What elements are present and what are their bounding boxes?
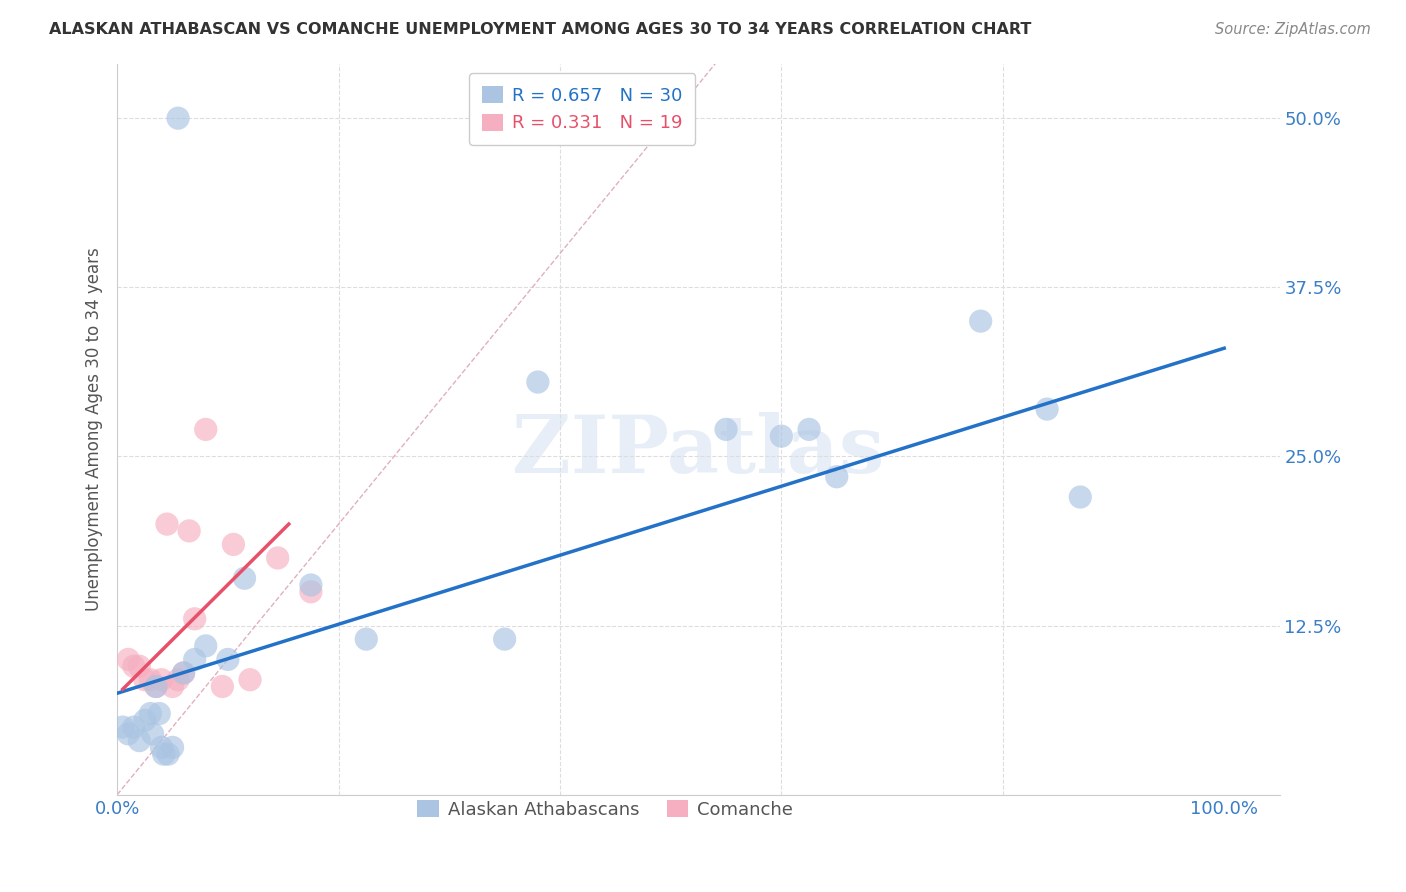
Point [152,747,174,761]
Point [145,680,167,694]
Point [134,673,156,687]
Point [157,747,180,761]
Point [179,524,201,538]
Point [770,429,793,443]
Point [139,673,162,687]
Point [148,706,170,721]
Point [117,652,139,666]
Point [194,422,217,436]
Point [299,584,322,599]
Point [122,720,145,734]
Point [222,537,245,551]
Text: ZIPatlas: ZIPatlas [512,412,884,491]
Point [183,612,205,626]
Point [128,733,150,747]
Point [797,422,820,436]
Point [211,680,233,694]
Point [183,652,205,666]
Point [150,740,173,755]
Point [162,740,184,755]
Point [1036,402,1059,417]
Point [167,673,190,687]
Legend: Alaskan Athabascans, Comanche: Alaskan Athabascans, Comanche [411,793,800,826]
Point [356,632,378,647]
Point [173,665,195,680]
Point [969,314,991,328]
Point [128,659,150,673]
Text: Source: ZipAtlas.com: Source: ZipAtlas.com [1215,22,1371,37]
Point [825,469,848,483]
Point [173,665,195,680]
Point [134,714,156,728]
Point [233,571,256,585]
Point [494,632,516,647]
Point [714,422,737,436]
Point [162,680,184,694]
Point [1069,490,1091,504]
Point [527,375,550,389]
Point [156,517,179,532]
Point [117,727,139,741]
Point [142,727,165,741]
Point [167,111,190,125]
Text: ALASKAN ATHABASCAN VS COMANCHE UNEMPLOYMENT AMONG AGES 30 TO 34 YEARS CORRELATIO: ALASKAN ATHABASCAN VS COMANCHE UNEMPLOYM… [49,22,1032,37]
Point [267,550,290,565]
Point [299,578,322,592]
Point [145,680,167,694]
Point [239,673,262,687]
Point [217,652,239,666]
Y-axis label: Unemployment Among Ages 30 to 34 years: Unemployment Among Ages 30 to 34 years [86,247,103,611]
Point [150,673,173,687]
Point [122,659,145,673]
Point [194,639,217,653]
Point [139,706,162,721]
Point [111,720,134,734]
